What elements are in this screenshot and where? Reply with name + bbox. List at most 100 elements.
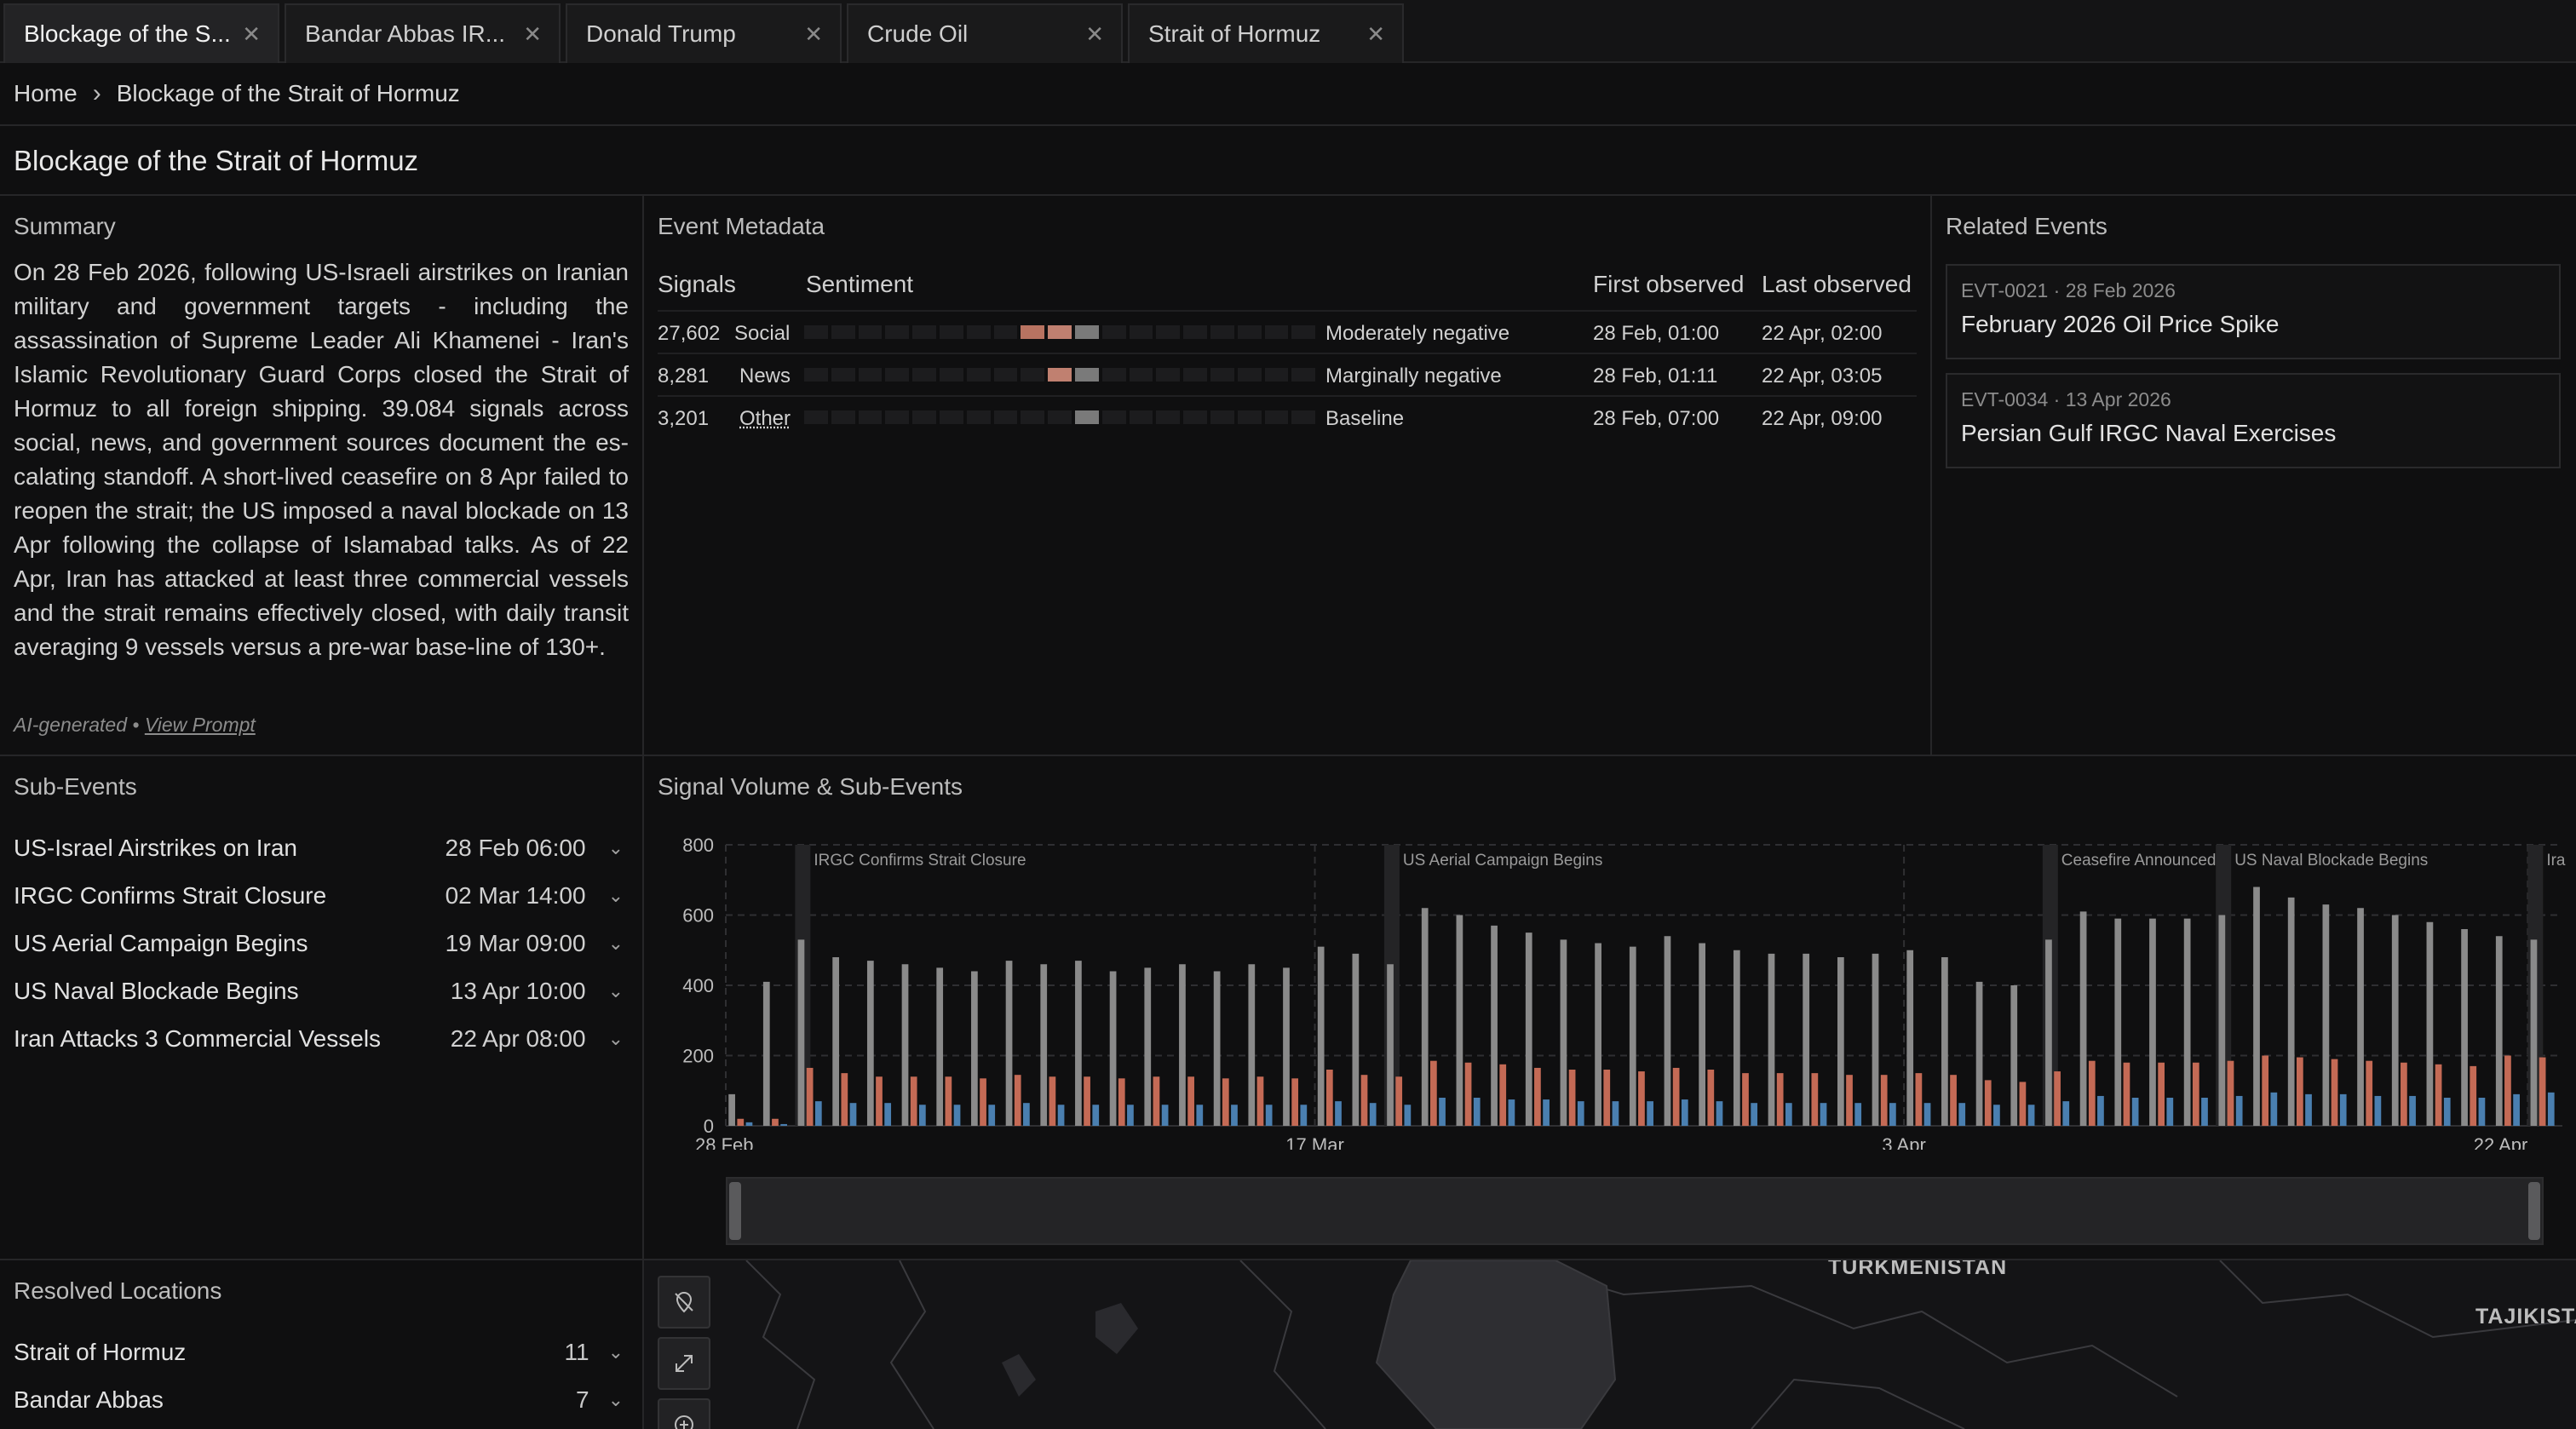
bar-other — [2097, 1095, 2104, 1126]
location-item[interactable]: Strait of Hormuz 11 ⌄ — [14, 1329, 624, 1376]
bar-news — [806, 1067, 814, 1126]
signal-count: 3,201 — [658, 407, 710, 430]
bar-news — [2539, 1057, 2546, 1126]
x-tick-label: 3 Apr — [1882, 1134, 1925, 1150]
bar-social — [1075, 961, 1082, 1126]
zoom-in-button[interactable] — [658, 1398, 710, 1429]
first-observed-header: First observed — [1593, 271, 1745, 297]
tab-blockage[interactable]: Blockage of the S... ✕ — [3, 3, 279, 63]
metadata-row-other: 3,201 Other Baseline 28 Feb, 07:00 22 Ap… — [658, 395, 1917, 438]
tab-crude-oil[interactable]: Crude Oil ✕ — [847, 3, 1123, 63]
bar-social — [2426, 921, 2434, 1126]
bar-news — [1603, 1070, 1611, 1126]
close-icon[interactable]: ✕ — [804, 20, 823, 47]
ai-label: AI-generated • — [14, 714, 140, 736]
bar-social — [1040, 964, 1048, 1126]
bar-social — [1837, 957, 1844, 1126]
bar-other — [1023, 1103, 1030, 1126]
y-tick-label: 400 — [682, 975, 714, 996]
bar-social — [2149, 918, 2156, 1126]
bar-news — [1325, 1070, 1333, 1126]
bar-news — [2123, 1062, 2130, 1126]
close-icon[interactable]: ✕ — [1366, 20, 1385, 47]
bar-news — [2088, 1060, 2096, 1126]
last-observed: 22 Apr, 09:00 — [1762, 407, 1883, 430]
signal-volume-chart: 0 200 400 600 800 28 Feb 17 Mar 3 Apr 22 Apr IRGC… — [682, 835, 2566, 1150]
bar-other — [1993, 1105, 2000, 1126]
bar-other — [1889, 1103, 1896, 1126]
chevron-down-icon[interactable]: ⌄ — [607, 1341, 624, 1363]
related-event-meta: EVT-0021 · 28 Feb 2026 — [1961, 279, 2176, 301]
bar-news — [2366, 1060, 2373, 1126]
bar-news — [1672, 1067, 1680, 1126]
chevron-down-icon[interactable]: ⌄ — [607, 1389, 624, 1410]
signal-source-link[interactable]: Other — [739, 407, 791, 430]
tab-donald-trump[interactable]: Donald Trump ✕ — [566, 3, 842, 63]
divider — [0, 755, 2576, 756]
sub-event-item[interactable]: Iran Attacks 3 Commercial Vessels 22 Apr… — [14, 1015, 624, 1063]
signal-count: 27,602 — [658, 322, 721, 345]
related-event-card[interactable]: EVT-0021 · 28 Feb 2026 February 2026 Oil… — [1946, 264, 2561, 359]
bar-news — [1118, 1078, 1125, 1126]
signal-count: 8,281 — [658, 364, 710, 387]
location-item[interactable]: Bandar Abbas 7 ⌄ — [14, 1376, 624, 1424]
view-prompt-link[interactable]: View Prompt — [144, 714, 256, 736]
tab-strait-of-hormuz[interactable]: Strait of Hormuz ✕ — [1128, 3, 1404, 63]
event-marker-label: Iran Attacks 3 Commercial Vessels — [2546, 852, 2566, 869]
bar-news — [1153, 1076, 1160, 1126]
related-event-card[interactable]: EVT-0034 · 13 Apr 2026 Persian Gulf IRGC… — [1946, 373, 2561, 468]
close-icon[interactable]: ✕ — [523, 20, 542, 47]
bar-social — [1491, 925, 1498, 1126]
bar-news — [1291, 1078, 1299, 1126]
sub-event-item[interactable]: US-Israel Airstrikes on Iran 28 Feb 06:0… — [14, 824, 624, 872]
bar-social — [1352, 953, 1360, 1126]
bar-other — [2062, 1101, 2070, 1126]
sub-event-item[interactable]: IRGC Confirms Strait Closure 02 Mar 14:0… — [14, 872, 624, 920]
sub-event-item[interactable]: US Naval Blockade Begins 13 Apr 10:00 ⌄ — [14, 967, 624, 1015]
close-icon[interactable]: ✕ — [1085, 20, 1104, 47]
bar-social — [728, 1093, 735, 1126]
bar-social — [2114, 918, 2122, 1126]
bar-social — [1975, 981, 1983, 1126]
bar-news — [2192, 1062, 2199, 1126]
chevron-down-icon[interactable]: ⌄ — [607, 933, 624, 954]
bar-news — [980, 1078, 986, 1126]
expand-map-button[interactable] — [658, 1337, 710, 1390]
hide-pins-button[interactable] — [658, 1276, 710, 1329]
bar-news — [2227, 1060, 2234, 1126]
sentiment-label: Moderately negative — [1325, 322, 1510, 345]
bar-other — [1923, 1103, 1931, 1126]
chevron-down-icon[interactable]: ⌄ — [607, 1028, 624, 1049]
chevron-down-icon[interactable]: ⌄ — [607, 885, 624, 906]
divider — [0, 194, 2576, 196]
breadcrumb-home[interactable]: Home — [14, 80, 78, 106]
locations-title: Resolved Locations — [14, 1277, 222, 1304]
sub-event-item[interactable]: US Aerial Campaign Begins 19 Mar 09:00 ⌄ — [14, 920, 624, 967]
bar-news — [1811, 1073, 1819, 1126]
last-observed-header: Last observed — [1762, 271, 1912, 297]
bar-other — [2235, 1095, 2243, 1126]
bar-news — [2470, 1065, 2477, 1126]
chart-range-scrollbar[interactable] — [726, 1177, 2544, 1245]
location-name: Strait of Hormuz — [14, 1339, 187, 1365]
bar-social — [1664, 936, 1671, 1126]
bar-news — [2054, 1071, 2061, 1126]
bar-social — [2218, 915, 2226, 1126]
bar-social — [797, 939, 805, 1126]
bar-other — [1612, 1101, 1619, 1126]
bar-other — [2409, 1095, 2416, 1126]
bar-other — [1265, 1105, 1273, 1126]
tab-bandar-abbas[interactable]: Bandar Abbas IR... ✕ — [285, 3, 561, 63]
map-view[interactable]: TURKMENISTAN TAJIKISTA — [644, 1260, 2576, 1429]
bar-news — [1915, 1073, 1923, 1126]
bar-other — [814, 1101, 822, 1126]
bar-other — [1161, 1105, 1169, 1126]
range-handle-right[interactable] — [2528, 1182, 2540, 1240]
sentiment-label: Baseline — [1325, 407, 1405, 430]
range-handle-left[interactable] — [729, 1182, 741, 1240]
bar-social — [2079, 911, 2087, 1126]
close-icon[interactable]: ✕ — [242, 20, 261, 47]
x-tick-label: 22 Apr — [2474, 1134, 2528, 1150]
chevron-down-icon[interactable]: ⌄ — [607, 837, 624, 858]
chevron-down-icon[interactable]: ⌄ — [607, 980, 624, 1001]
